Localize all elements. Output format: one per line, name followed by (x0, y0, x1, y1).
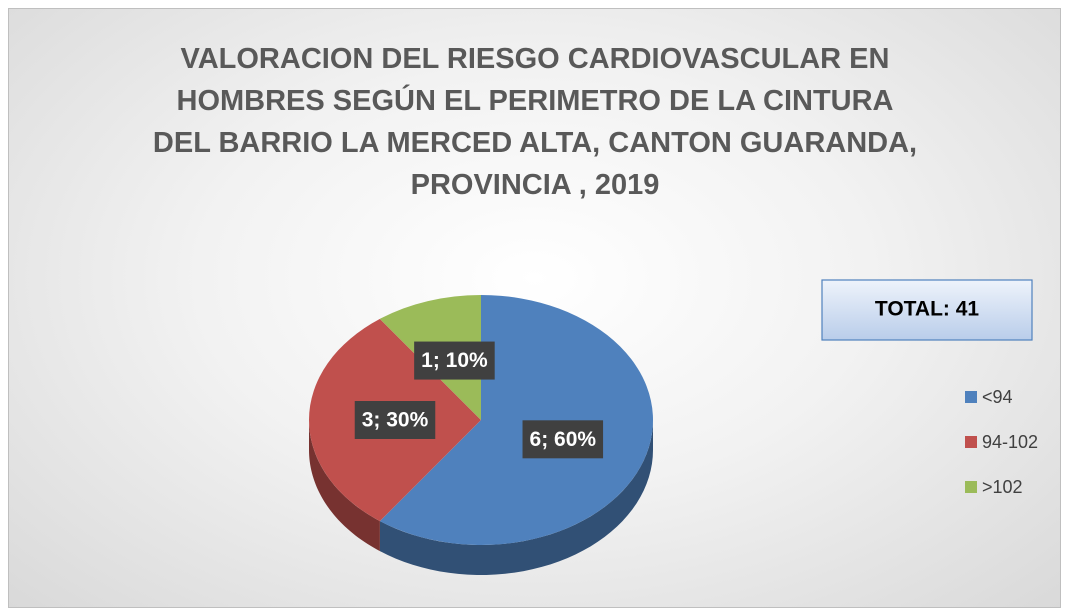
slice (379, 295, 653, 545)
legend-swatch (965, 391, 977, 403)
slice-side (309, 420, 380, 552)
data-label-box (522, 420, 604, 459)
legend-swatch (965, 436, 977, 448)
total-box (821, 279, 1033, 341)
legend-swatch (965, 481, 977, 493)
data-label-box (414, 341, 495, 380)
data-label: 6; 60% (530, 428, 597, 451)
total-annotation: TOTAL: 41 (875, 298, 980, 321)
legend-label: 94-102 (982, 432, 1038, 452)
legend-label: <94 (982, 387, 1013, 407)
chart-title: VALORACION DEL RIESGO CARDIOVASCULAR EN … (152, 43, 918, 201)
slice-side (379, 420, 653, 575)
data-label: 1; 10% (421, 349, 488, 372)
data-label: 3; 30% (362, 409, 429, 432)
data-label-box (354, 401, 436, 439)
legend-label: >102 (982, 477, 1023, 497)
